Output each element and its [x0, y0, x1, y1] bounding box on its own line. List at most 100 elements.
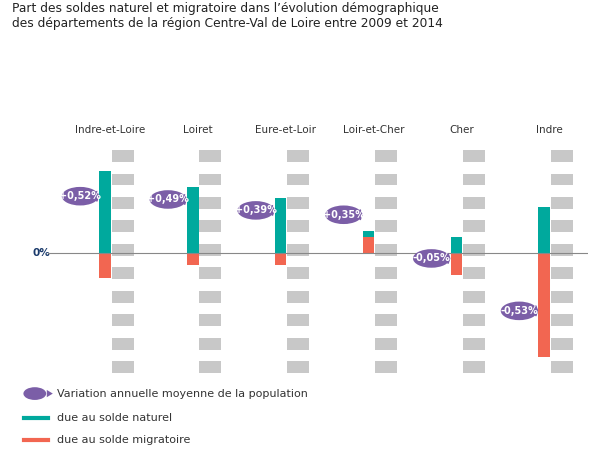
Bar: [538, 207, 550, 253]
Bar: [275, 253, 286, 265]
Bar: [538, 253, 550, 357]
Bar: [112, 349, 134, 361]
Bar: [463, 244, 485, 256]
Bar: [551, 244, 572, 256]
Bar: [199, 244, 221, 256]
Bar: [287, 232, 309, 244]
Bar: [375, 197, 397, 209]
Ellipse shape: [501, 302, 538, 320]
Bar: [375, 326, 397, 338]
Bar: [199, 150, 221, 162]
Ellipse shape: [62, 187, 98, 206]
Text: Indre: Indre: [536, 125, 563, 135]
Text: Loir-et-Cher: Loir-et-Cher: [343, 125, 404, 135]
Bar: [112, 314, 134, 326]
Text: +0,49%: +0,49%: [147, 194, 189, 204]
Bar: [199, 314, 221, 326]
Bar: [287, 279, 309, 291]
Bar: [375, 138, 397, 150]
Bar: [375, 291, 397, 303]
Bar: [463, 150, 485, 162]
Bar: [112, 173, 134, 185]
Bar: [112, 361, 134, 373]
Polygon shape: [360, 210, 362, 220]
Text: Variation annuelle moyenne de la population: Variation annuelle moyenne de la populat…: [57, 389, 308, 399]
Bar: [463, 338, 485, 349]
Text: Eure-et-Loir: Eure-et-Loir: [256, 125, 316, 135]
Bar: [551, 221, 572, 232]
Bar: [551, 361, 572, 373]
Bar: [112, 185, 134, 197]
Bar: [287, 150, 309, 162]
Bar: [287, 185, 309, 197]
Bar: [287, 326, 309, 338]
Polygon shape: [536, 306, 538, 316]
Bar: [199, 185, 221, 197]
Bar: [375, 173, 397, 185]
Bar: [551, 232, 572, 244]
Bar: [287, 244, 309, 256]
Bar: [287, 256, 309, 268]
Bar: [287, 197, 309, 209]
Bar: [375, 279, 397, 291]
Bar: [287, 349, 309, 361]
Bar: [551, 150, 572, 162]
Ellipse shape: [413, 249, 450, 268]
Bar: [199, 361, 221, 373]
Bar: [375, 303, 397, 314]
Bar: [112, 279, 134, 291]
Bar: [199, 197, 221, 209]
Bar: [375, 221, 397, 232]
Bar: [375, 209, 397, 221]
Bar: [463, 138, 485, 150]
Bar: [112, 303, 134, 314]
Bar: [375, 314, 397, 326]
Bar: [463, 279, 485, 291]
Text: 0%: 0%: [33, 248, 50, 258]
Ellipse shape: [238, 201, 274, 220]
Bar: [287, 221, 309, 232]
Bar: [199, 162, 221, 173]
Bar: [463, 303, 485, 314]
Bar: [287, 291, 309, 303]
Bar: [187, 253, 199, 265]
Bar: [375, 244, 397, 256]
Text: due au solde naturel: due au solde naturel: [57, 413, 172, 423]
Bar: [551, 173, 572, 185]
Bar: [451, 237, 462, 253]
Bar: [463, 162, 485, 173]
Bar: [199, 303, 221, 314]
Bar: [375, 162, 397, 173]
Ellipse shape: [149, 190, 187, 209]
Bar: [551, 303, 572, 314]
Bar: [463, 291, 485, 303]
Text: -0,05%: -0,05%: [413, 253, 450, 263]
Bar: [112, 197, 134, 209]
Bar: [112, 232, 134, 244]
Text: Cher: Cher: [449, 125, 474, 135]
Bar: [199, 232, 221, 244]
Bar: [463, 209, 485, 221]
Ellipse shape: [325, 206, 362, 224]
Bar: [551, 314, 572, 326]
Bar: [275, 198, 286, 253]
Text: Indre-et-Loire: Indre-et-Loire: [75, 125, 145, 135]
Bar: [199, 326, 221, 338]
Bar: [199, 138, 221, 150]
Bar: [463, 197, 485, 209]
Bar: [287, 314, 309, 326]
Bar: [551, 268, 572, 279]
Text: +0,52%: +0,52%: [59, 191, 101, 201]
Bar: [551, 138, 572, 150]
Bar: [375, 268, 397, 279]
Bar: [112, 338, 134, 349]
Bar: [463, 326, 485, 338]
Bar: [363, 231, 374, 253]
Bar: [287, 268, 309, 279]
Bar: [112, 138, 134, 150]
Bar: [199, 338, 221, 349]
Polygon shape: [185, 194, 186, 205]
Text: due au solde migratoire: due au solde migratoire: [57, 435, 190, 445]
Bar: [375, 232, 397, 244]
Bar: [112, 268, 134, 279]
